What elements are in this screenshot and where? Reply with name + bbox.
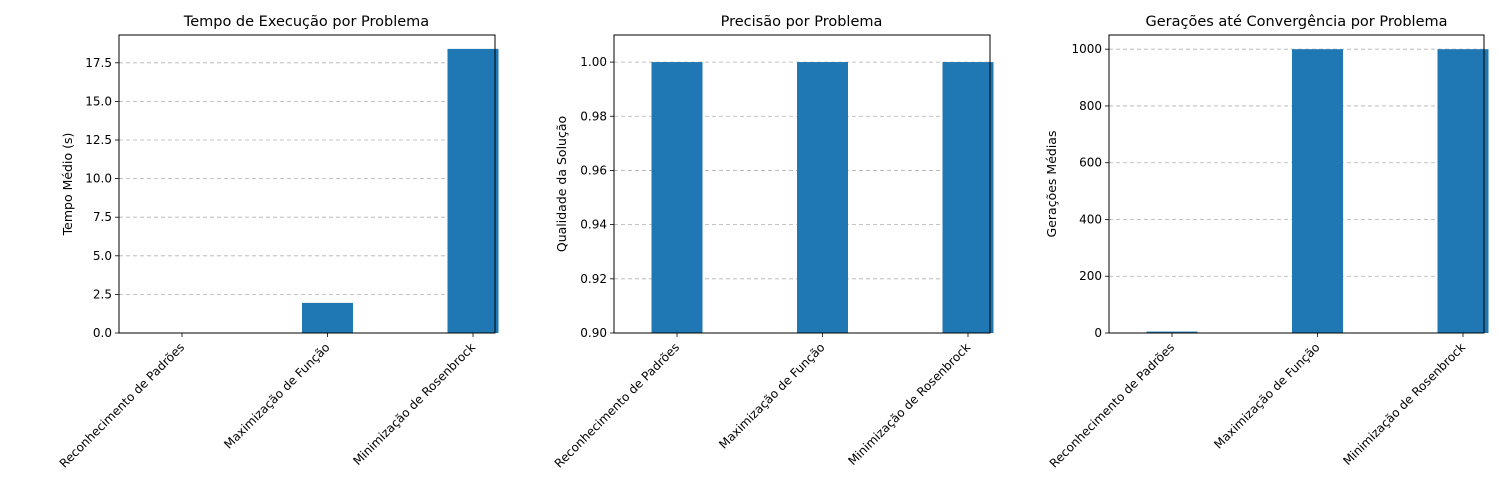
y-tick-label: 7.5 — [93, 210, 112, 224]
bar — [942, 62, 994, 333]
y-tick-label: 17.5 — [85, 56, 112, 70]
y-axis-label: Gerações Médias — [1044, 131, 1059, 238]
bar — [1146, 331, 1198, 333]
y-tick-label: 2.5 — [93, 287, 112, 301]
y-tick-label: 15.0 — [85, 94, 112, 108]
y-tick-label: 0.90 — [580, 326, 607, 340]
plot-area: 0.0 2.5 5.0 7.5 10.0 12.5 15.0 17.5 Reconhecimen… — [57, 34, 499, 471]
bar — [797, 62, 848, 333]
x-tick-label: Reconhecimento de Padrões — [1047, 340, 1177, 470]
x-tick-label: Minimização de Rosenbrock — [1340, 340, 1468, 468]
chart-title: Precisão por Problema — [721, 14, 883, 30]
y-tick-label: 12.5 — [85, 133, 112, 147]
plot-area: 0 200 400 600 800 1000 Reconhecimento de Padrõ… — [1047, 34, 1489, 471]
bar — [302, 302, 353, 333]
y-tick-label: 1.00 — [580, 55, 607, 69]
chart-title: Tempo de Execução por Problema — [183, 14, 429, 30]
y-tick-label: 600 — [1079, 156, 1102, 170]
subplot-generations: Gerações até Convergência por Problema G… — [1044, 14, 1489, 471]
y-tick-label: 0 — [1094, 326, 1102, 340]
x-tick-label: Reconhecimento de Padrões — [57, 340, 187, 470]
x-tick-label: Minimização de Rosenbrock — [350, 340, 478, 468]
bar — [651, 62, 703, 333]
y-tick-label: 200 — [1079, 269, 1102, 283]
y-tick-label: 0.94 — [580, 218, 607, 232]
y-tick-label: 5.0 — [93, 249, 112, 263]
y-tick-label: 0.0 — [93, 326, 112, 340]
chart-title: Gerações até Convergência por Problema — [1145, 14, 1447, 30]
y-tick-label: 400 — [1079, 212, 1102, 226]
bar — [1292, 49, 1343, 333]
subplot-execution-time: Tempo de Execução por Problema Tempo Méd… — [57, 14, 499, 471]
axes-frame — [1108, 34, 1485, 334]
x-tick-label: Minimização de Rosenbrock — [845, 340, 973, 468]
x-tick-label: Reconhecimento de Padrões — [552, 340, 682, 470]
y-tick-label: 0.96 — [580, 163, 607, 177]
y-tick-label: 10.0 — [85, 172, 112, 186]
y-tick-label: 0.98 — [580, 109, 607, 123]
plot-area: 0.90 0.92 0.94 0.96 0.98 1.00 Reconhecimento d… — [552, 34, 994, 471]
y-axis-label: Tempo Médio (s) — [60, 133, 75, 237]
y-tick-label: 1000 — [1071, 42, 1102, 56]
bar — [1437, 49, 1489, 333]
y-axis-label: Qualidade da Solução — [554, 116, 569, 252]
x-tick-label: Maximização de Função — [716, 340, 827, 451]
axes-frame — [118, 34, 496, 334]
bar — [447, 48, 499, 334]
y-tick-label: 0.92 — [580, 272, 607, 286]
x-tick-label: Maximização de Função — [221, 340, 332, 451]
subplot-precision: Precisão por Problema Qualidade da Soluç… — [552, 14, 994, 471]
y-tick-label: 800 — [1079, 99, 1102, 113]
x-tick-label: Maximização de Função — [1211, 340, 1322, 451]
axes-frame — [613, 34, 991, 334]
